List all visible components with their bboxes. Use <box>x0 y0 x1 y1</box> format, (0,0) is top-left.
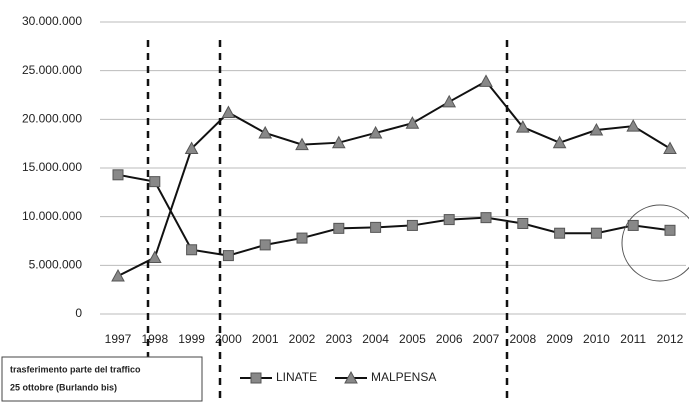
annotation: 25 ottobre (Burlando bis) <box>10 382 117 392</box>
x-tick-label: 2012 <box>657 332 684 346</box>
marker <box>344 370 358 384</box>
marker <box>370 221 382 233</box>
x-tick-label: 2008 <box>509 332 536 346</box>
legend-label: MALPENSA <box>371 370 436 384</box>
marker <box>368 125 383 139</box>
x-tick-label: 2004 <box>362 332 389 346</box>
marker <box>626 119 641 132</box>
annotation: trasferimento parte del traffico <box>10 364 141 374</box>
x-tick-label: 2000 <box>215 332 242 346</box>
annotation-box <box>1 356 203 402</box>
legend-label: LINATE <box>276 370 317 384</box>
marker <box>627 219 639 231</box>
marker <box>406 219 418 231</box>
x-tick-label: 2010 <box>583 332 610 346</box>
y-tick-label: 20.000.000 <box>22 112 82 126</box>
marker <box>333 222 345 234</box>
x-tick-label: 1998 <box>141 332 168 346</box>
y-tick-label: 0 <box>75 306 82 320</box>
x-tick-label: 1999 <box>178 332 205 346</box>
marker <box>111 268 125 282</box>
x-tick-label: 2006 <box>436 332 463 346</box>
x-tick-label: 2005 <box>399 332 426 346</box>
x-tick-label: 2003 <box>325 332 352 346</box>
x-tick-label: 1997 <box>105 332 132 346</box>
marker <box>221 105 236 119</box>
series-line <box>117 80 671 277</box>
marker <box>554 227 566 239</box>
marker <box>552 135 567 149</box>
y-tick-label: 30.000.000 <box>22 14 82 28</box>
marker <box>331 135 346 149</box>
marker <box>186 244 198 256</box>
y-tick-label: 15.000.000 <box>22 160 82 174</box>
x-tick-label: 2002 <box>289 332 316 346</box>
x-tick-label: 2007 <box>473 332 500 346</box>
marker <box>405 116 420 129</box>
marker <box>147 250 162 264</box>
marker <box>296 232 308 244</box>
marker <box>517 217 529 229</box>
marker <box>480 212 492 224</box>
x-tick-label: 2001 <box>252 332 279 346</box>
marker <box>258 125 273 139</box>
event-lines <box>146 40 509 403</box>
x-tick-label: 2009 <box>546 332 573 346</box>
marker <box>663 141 677 155</box>
marker <box>259 239 271 251</box>
x-tick-label: 2011 <box>620 332 646 346</box>
marker <box>479 74 493 87</box>
y-tick-label: 10.000.000 <box>22 209 82 223</box>
marker <box>295 137 309 151</box>
marker <box>442 94 457 108</box>
marker <box>222 250 234 262</box>
marker <box>443 214 455 226</box>
marker <box>149 176 161 188</box>
marker <box>589 122 604 136</box>
marker <box>664 224 676 236</box>
marker <box>515 120 530 133</box>
marker <box>250 372 262 384</box>
marker <box>590 227 602 239</box>
highlight-circle <box>621 204 689 282</box>
marker <box>112 169 124 181</box>
y-tick-label: 5.000.000 <box>29 258 83 272</box>
y-tick-label: 25.000.000 <box>22 63 82 77</box>
series-line <box>117 173 671 257</box>
marker <box>184 141 199 155</box>
